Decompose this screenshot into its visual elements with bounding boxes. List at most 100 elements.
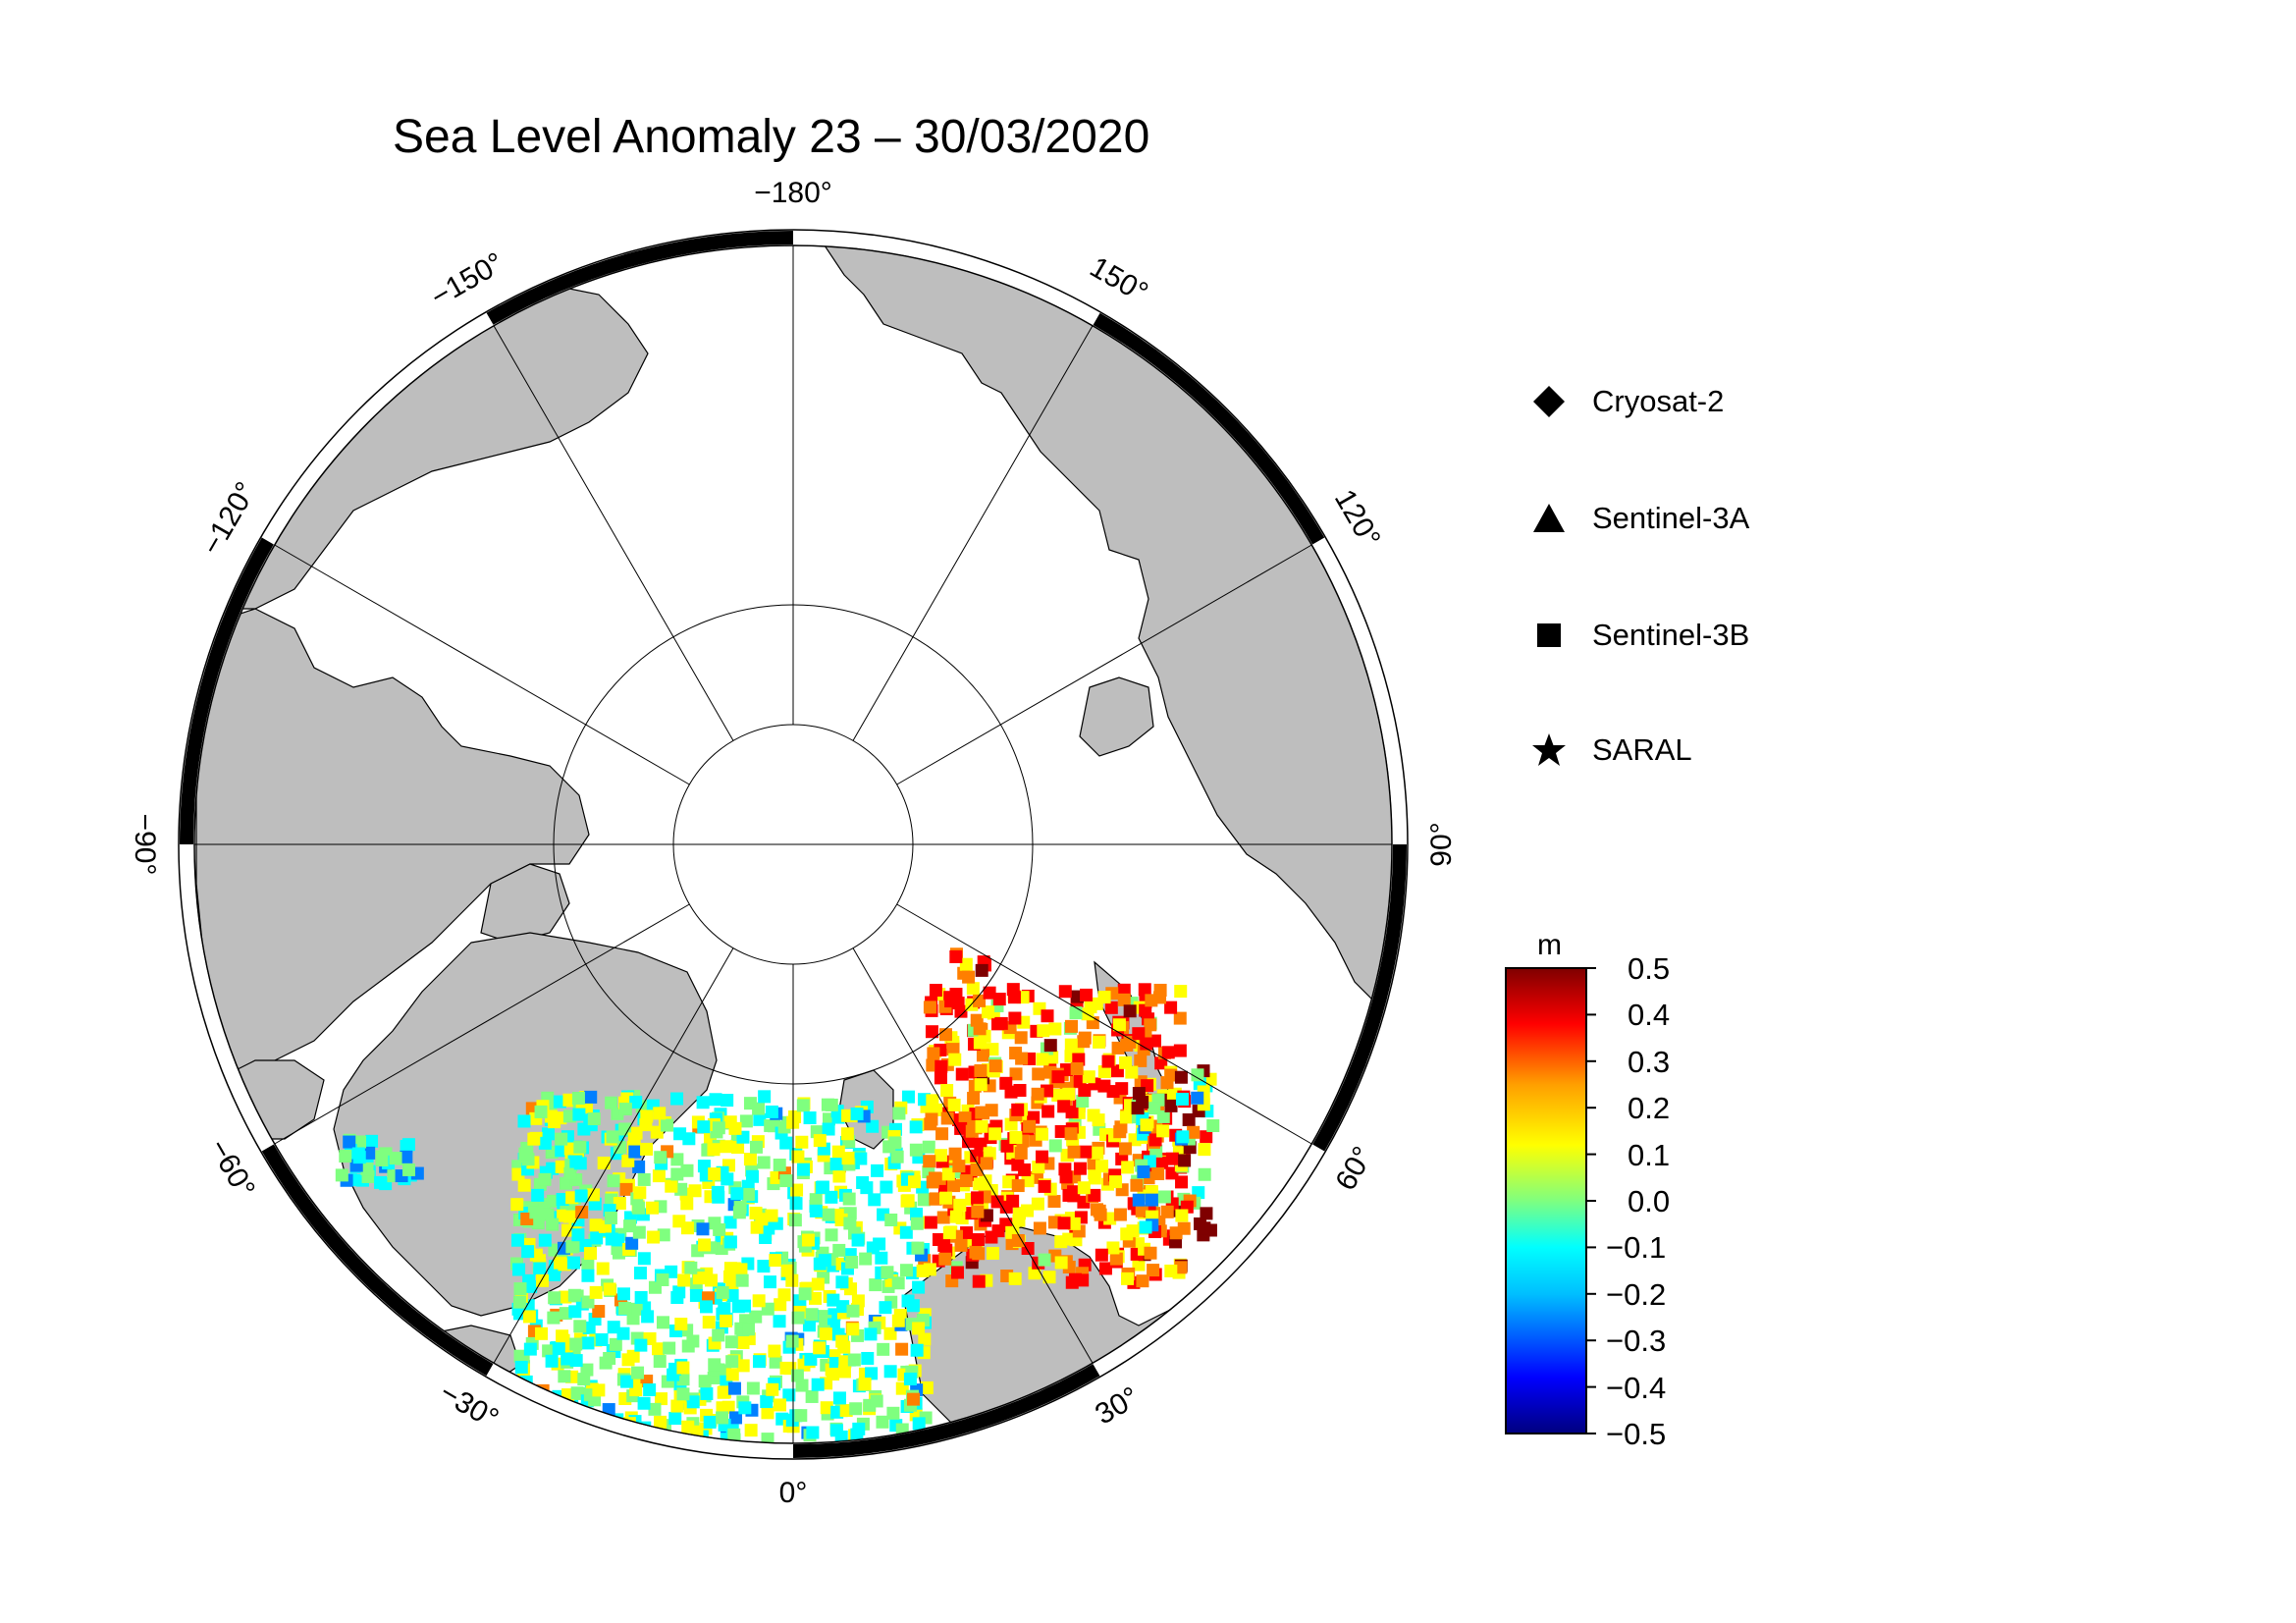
sla-marker — [965, 1124, 979, 1138]
sla-marker — [954, 1121, 968, 1135]
sla-marker — [1011, 1179, 1025, 1193]
sla-marker — [1111, 1041, 1125, 1055]
sla-marker — [895, 1342, 909, 1356]
sla-marker — [1200, 1130, 1213, 1144]
sla-marker — [883, 1326, 897, 1340]
sla-marker — [774, 1298, 787, 1312]
sla-marker — [1009, 1131, 1023, 1145]
sla-marker — [684, 1261, 698, 1274]
sla-marker — [618, 1302, 632, 1316]
sla-marker — [401, 1138, 415, 1152]
sla-marker — [884, 1213, 898, 1226]
sla-marker — [940, 1084, 954, 1098]
sla-marker — [763, 1275, 776, 1289]
longitude-label: 60° — [1329, 1141, 1379, 1196]
sla-marker — [1098, 1262, 1112, 1275]
sla-marker — [940, 1111, 954, 1125]
sla-marker — [623, 1219, 637, 1233]
sla-marker — [633, 1267, 647, 1280]
sla-marker — [837, 1365, 851, 1379]
sla-marker — [558, 1370, 571, 1383]
sla-marker — [1169, 1226, 1183, 1240]
sla-marker — [561, 1352, 574, 1366]
sla-marker — [1175, 1209, 1189, 1222]
sla-marker — [1093, 1035, 1106, 1049]
sla-marker — [629, 1095, 643, 1109]
sla-marker — [510, 1198, 524, 1212]
sla-marker — [713, 1222, 726, 1236]
sla-marker — [670, 1153, 684, 1166]
sla-marker — [1069, 1006, 1083, 1020]
sla-marker — [597, 1157, 611, 1170]
sla-marker — [974, 1078, 988, 1092]
longitude-label: −180° — [754, 177, 832, 209]
sla-marker — [584, 1090, 598, 1104]
frame-segment — [1312, 843, 1407, 1152]
sla-marker — [522, 1310, 536, 1324]
sla-marker — [537, 1405, 551, 1419]
sla-marker — [1035, 1127, 1048, 1141]
sla-marker — [829, 1158, 843, 1171]
frame-segment — [1093, 312, 1325, 545]
sla-marker — [512, 1295, 526, 1309]
sla-marker — [1014, 1031, 1028, 1045]
sla-marker — [652, 1169, 666, 1183]
map-border-inner — [193, 244, 1393, 1444]
sla-marker — [765, 1105, 778, 1118]
sla-marker — [721, 1094, 734, 1108]
sla-marker — [752, 1294, 766, 1308]
sla-marker — [790, 1369, 804, 1382]
colorbar — [1505, 967, 1587, 1434]
sla-marker — [1118, 1142, 1132, 1156]
sla-marker — [811, 1378, 825, 1391]
sla-marker — [944, 995, 958, 1008]
sla-marker — [1061, 1087, 1075, 1101]
sla-marker — [1023, 1119, 1037, 1133]
sla-marker — [702, 1316, 716, 1329]
sla-marker — [1088, 1171, 1101, 1185]
sla-marker — [352, 1151, 366, 1164]
sla-marker — [871, 1163, 884, 1177]
sla-marker — [1198, 1167, 1211, 1181]
sla-marker — [339, 1150, 352, 1163]
sla-marker — [769, 1254, 782, 1268]
sla-marker — [1164, 1068, 1178, 1082]
sla-marker — [1119, 1055, 1133, 1069]
sla-marker — [538, 1172, 552, 1186]
sla-marker — [1014, 1146, 1028, 1160]
longitude-label: −60° — [202, 1134, 261, 1204]
sla-marker — [704, 1273, 718, 1287]
sla-marker — [571, 1228, 585, 1242]
sla-marker — [1200, 1207, 1213, 1220]
sla-marker — [698, 1238, 712, 1252]
sla-marker — [536, 1273, 550, 1287]
meridian-line — [852, 947, 1094, 1364]
sla-marker — [1117, 983, 1131, 997]
sla-marker — [720, 1140, 733, 1154]
sla-marker — [789, 1197, 803, 1211]
sla-marker — [571, 1092, 585, 1106]
sla-marker — [928, 1171, 941, 1185]
sla-marker — [858, 1378, 872, 1391]
sla-marker — [903, 1372, 917, 1385]
sla-marker — [942, 1226, 956, 1240]
sla-marker — [791, 1150, 805, 1163]
colorbar-tick-label: −0.3 — [1606, 1324, 1667, 1359]
sla-marker — [936, 1211, 950, 1224]
sla-marker — [668, 1412, 682, 1426]
sla-marker — [794, 1409, 808, 1423]
sla-marker — [708, 1358, 721, 1372]
sla-marker — [1101, 1055, 1115, 1068]
sla-marker — [758, 1090, 772, 1104]
sla-marker — [656, 1316, 669, 1329]
sla-marker — [1144, 1018, 1157, 1032]
sla-marker — [634, 1338, 648, 1352]
sla-marker — [575, 1206, 589, 1219]
sla-marker — [1147, 1264, 1160, 1277]
sla-marker — [910, 1217, 924, 1230]
sla-marker — [849, 1402, 863, 1416]
sla-marker — [947, 1098, 961, 1111]
sla-marker — [1156, 1124, 1170, 1138]
sla-marker — [550, 1420, 563, 1434]
sla-marker — [859, 1252, 873, 1266]
